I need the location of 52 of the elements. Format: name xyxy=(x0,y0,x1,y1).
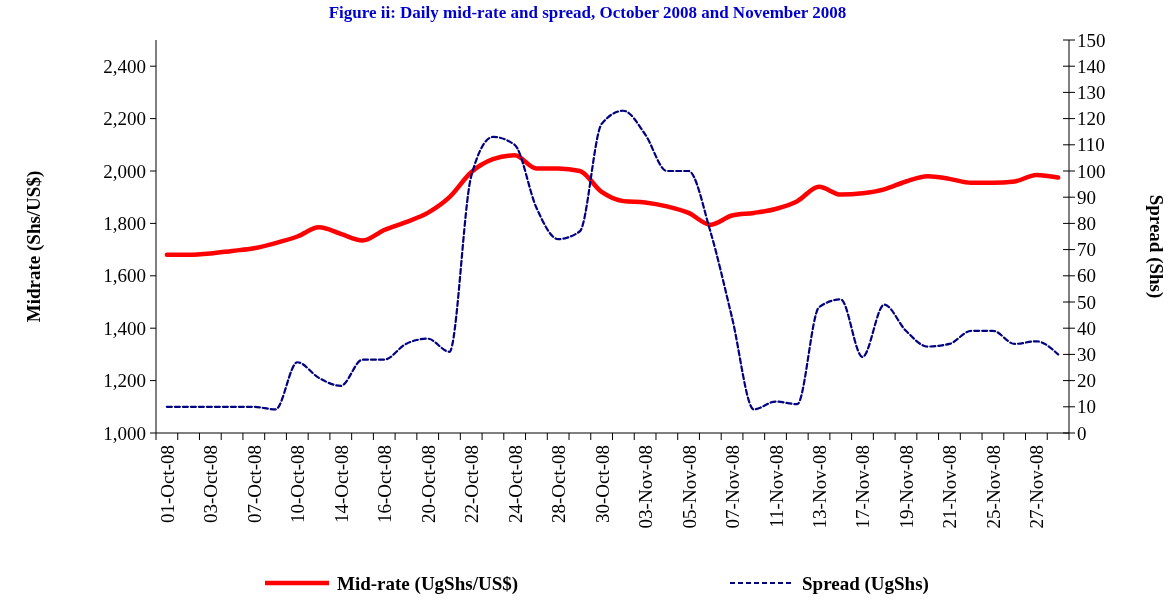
line-series xyxy=(164,153,1061,258)
x-tick-label: 05-Nov-08 xyxy=(678,445,700,529)
x-tick-label: 21-Nov-08 xyxy=(939,445,961,529)
x-tick-label: 03-Nov-08 xyxy=(635,445,657,529)
y2-tick-label: 90 xyxy=(1077,186,1096,208)
y-axis-title: Midrate (Shs/US$) xyxy=(23,170,45,323)
y-tick-label: 1,200 xyxy=(103,370,146,392)
x-tick-label: 13-Nov-08 xyxy=(809,445,831,529)
y-tick-label: 1,400 xyxy=(103,317,146,339)
legend-label: Mid-rate (UgShs/US$) xyxy=(337,572,519,595)
x-tick-label: 27-Nov-08 xyxy=(1026,445,1048,529)
y2-tick-label: 130 xyxy=(1077,82,1106,104)
y2-tick-label: 80 xyxy=(1077,213,1096,235)
x-tick-label: 11-Nov-08 xyxy=(765,445,787,528)
x-tick-label: 07-Nov-08 xyxy=(722,445,744,529)
x-tick-label: 17-Nov-08 xyxy=(852,445,874,529)
x-tick-label: 01-Oct-08 xyxy=(156,445,178,524)
x-tick-label: 10-Oct-08 xyxy=(287,445,309,524)
line-series xyxy=(165,109,1060,411)
y2-tick-label: 10 xyxy=(1077,396,1096,418)
y2-tick-label: 100 xyxy=(1077,160,1106,182)
y2-tick-label: 120 xyxy=(1077,108,1106,130)
x-tick-label: 28-Oct-08 xyxy=(548,445,570,524)
x-tick-label: 30-Oct-08 xyxy=(591,445,613,524)
legend-label: Spread (UgShs) xyxy=(802,572,929,595)
y2-tick-label: 150 xyxy=(1077,29,1106,51)
y2-tick-label: 30 xyxy=(1077,344,1096,366)
x-tick-label: 22-Oct-08 xyxy=(461,445,483,524)
x-tick-label: 20-Oct-08 xyxy=(417,445,439,524)
x-tick-label: 16-Oct-08 xyxy=(374,445,396,524)
y-tick-label: 1,600 xyxy=(103,265,146,287)
y2-tick-label: 70 xyxy=(1077,239,1096,261)
x-tick-label: 03-Oct-08 xyxy=(200,445,222,524)
x-tick-label: 25-Nov-08 xyxy=(982,445,1004,529)
y-tick-label: 1,000 xyxy=(103,422,146,444)
x-tick-label: 24-Oct-08 xyxy=(504,445,526,524)
x-tick-label: 14-Oct-08 xyxy=(330,445,352,524)
chart-title: Figure ii: Daily mid-rate and spread, October 2008 and November 2008 xyxy=(328,3,847,22)
y-tick-label: 1,800 xyxy=(103,213,146,235)
y2-tick-label: 140 xyxy=(1077,55,1106,77)
y2-axis-title: Spread (Shs) xyxy=(1145,194,1167,299)
y-tick-label: 2,000 xyxy=(103,160,146,182)
y-tick-label: 2,200 xyxy=(103,108,146,130)
y-tick-label: 2,400 xyxy=(103,55,146,77)
y2-tick-label: 0 xyxy=(1077,422,1087,444)
y2-tick-label: 20 xyxy=(1077,370,1096,392)
y2-tick-label: 50 xyxy=(1077,291,1096,313)
x-tick-label: 19-Nov-08 xyxy=(895,445,917,529)
y2-tick-label: 60 xyxy=(1077,265,1096,287)
y2-tick-label: 110 xyxy=(1077,134,1105,156)
y2-tick-label: 40 xyxy=(1077,317,1096,339)
x-tick-label: 07-Oct-08 xyxy=(243,445,265,524)
